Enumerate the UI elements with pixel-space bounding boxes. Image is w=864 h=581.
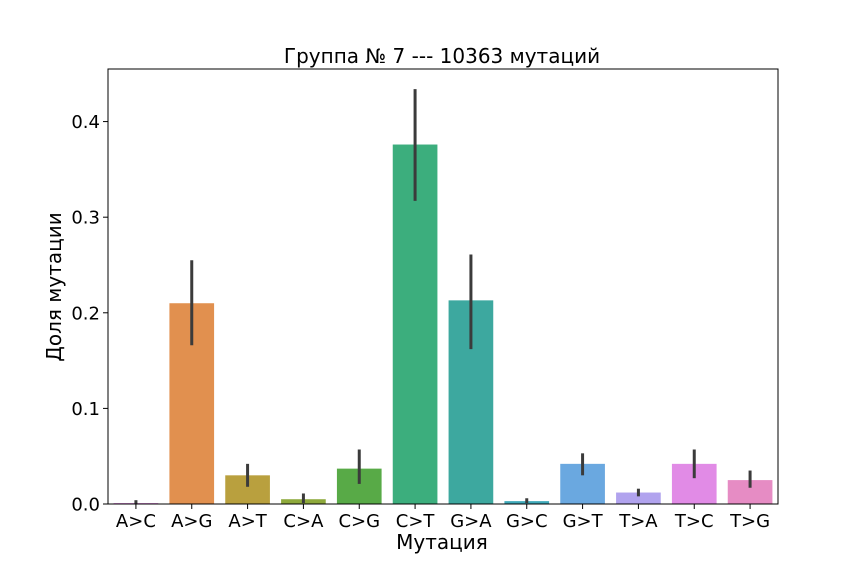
x-tick-label: G>C — [506, 511, 548, 532]
y-axis-label: Доля мутации — [42, 212, 66, 361]
chart-title: Группа № 7 --- 10363 мутаций — [284, 44, 600, 68]
error-bars-layer — [134, 89, 752, 504]
x-tick-label: G>T — [563, 511, 604, 532]
x-tick-label: A>T — [228, 511, 267, 532]
y-tick-label: 0.2 — [71, 303, 100, 324]
x-axis-ticks: A>C A>G A>T C>A C>G C>T G>A G>C G>T T>A T>C T>G — [116, 504, 770, 532]
y-axis-ticks: 0.0 0.1 0.2 0.3 0.4 — [71, 112, 108, 516]
x-tick-label: G>A — [450, 511, 492, 532]
y-tick-label: 0.3 — [71, 208, 100, 229]
bar-T>A — [616, 492, 661, 504]
x-tick-label: C>G — [338, 511, 380, 532]
y-tick-label: 0.0 — [71, 495, 100, 516]
bars-layer — [113, 144, 773, 504]
x-tick-label: A>G — [171, 511, 212, 532]
plot-frame — [107, 68, 779, 505]
x-tick-label: T>C — [674, 511, 714, 532]
x-axis-label: Мутация — [396, 530, 488, 554]
y-tick-label: 0.1 — [71, 399, 100, 420]
x-tick-label: A>C — [116, 511, 156, 532]
bar-T>G — [727, 480, 773, 504]
y-tick-label: 0.4 — [71, 112, 100, 133]
x-tick-label: C>T — [396, 511, 436, 532]
x-tick-label: T>G — [729, 511, 770, 532]
x-tick-label: T>A — [618, 511, 658, 532]
x-tick-label: C>A — [283, 511, 324, 532]
bar-C>T — [392, 144, 438, 504]
